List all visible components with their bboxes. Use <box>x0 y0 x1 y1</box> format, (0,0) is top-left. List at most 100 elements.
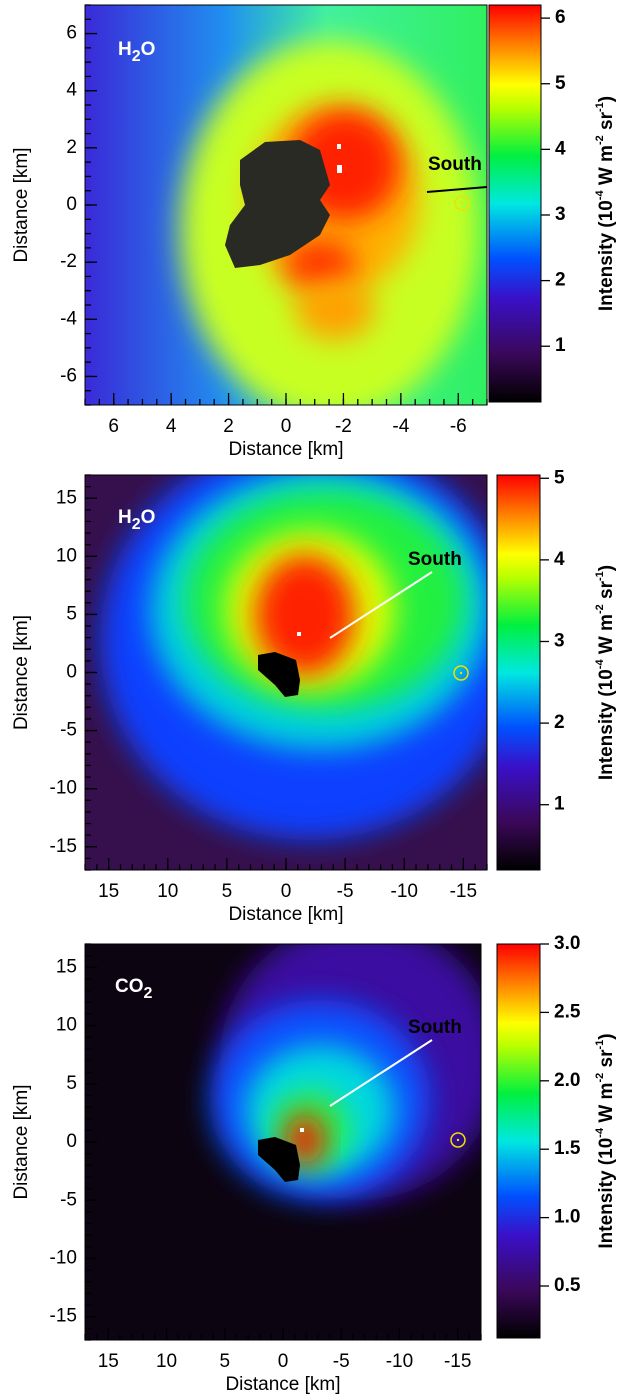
y-tick-label: 5 <box>66 603 77 624</box>
x-tick-label: 5 <box>222 881 233 902</box>
sun-dot <box>460 201 464 205</box>
title-part: 2 <box>132 516 141 533</box>
x-tick-label: -15 <box>444 1351 471 1372</box>
x-tick-label: -10 <box>386 1351 413 1372</box>
colorbar-label: Intensity (10-4 W m-2 sr-1) <box>594 96 617 311</box>
colorbar-label-part: -1 <box>594 102 606 112</box>
x-tick-label: -5 <box>333 1351 350 1372</box>
y-tick-label: 15 <box>56 956 77 977</box>
y-tick-label: -10 <box>50 778 77 799</box>
y-tick-label: 2 <box>66 137 77 158</box>
marker <box>337 165 342 173</box>
south-line <box>329 1039 433 1107</box>
colorbar-label-part: -1 <box>594 1040 606 1050</box>
annotation: South <box>408 549 462 570</box>
x-tick-label: -10 <box>391 881 418 902</box>
x-tick-label: -2 <box>335 416 352 437</box>
sun-symbol <box>453 665 469 681</box>
colorbar <box>496 474 541 871</box>
sun-dot <box>459 671 463 675</box>
x-tick-label: 0 <box>281 416 292 437</box>
colorbar-tick-label: 1.5 <box>554 1138 581 1159</box>
colorbar-tick-label: 3 <box>555 204 566 225</box>
x-tick-label: 10 <box>157 881 178 902</box>
x-tick-label: 0 <box>278 1351 289 1372</box>
colorbar-tick-label: 2 <box>555 270 566 291</box>
x-tick-label: -4 <box>392 416 409 437</box>
y-tick-label: 15 <box>56 487 77 508</box>
y-tick-label: 4 <box>66 80 77 101</box>
y-tick-label: -5 <box>60 720 77 741</box>
colorbar-label-part: -4 <box>594 190 606 201</box>
colorbar-tick-label: 2.5 <box>554 1001 581 1022</box>
intensity-map <box>85 944 481 1340</box>
y-axis-label: Distance [km] <box>11 615 32 730</box>
annotation: South <box>428 154 482 175</box>
y-tick-label: 5 <box>66 1073 77 1094</box>
colorbar-tick-label: 2 <box>554 712 565 733</box>
colorbar-tick-label: 3 <box>554 631 565 652</box>
emission-region <box>285 240 355 290</box>
title-part: O <box>141 507 156 528</box>
colorbar-tick-label: 6 <box>555 7 566 28</box>
marker <box>337 144 341 149</box>
y-axis-label: Distance [km] <box>11 147 32 262</box>
x-tick-label: 0 <box>281 881 292 902</box>
y-tick-label: 0 <box>66 194 77 215</box>
x-tick-label: 15 <box>98 1351 119 1372</box>
y-tick-label: -15 <box>50 1306 77 1327</box>
colorbar-tick-label: 2.0 <box>554 1070 580 1091</box>
x-tick-label: 15 <box>98 881 119 902</box>
colorbar-label: Intensity (10-4 W m-2 sr-1) <box>594 1033 617 1248</box>
colorbar-label-part: ) <box>596 96 617 102</box>
emission-region <box>295 280 375 340</box>
x-axis-label: Distance [km] <box>228 439 343 460</box>
sun-symbol <box>454 195 470 211</box>
colorbar-tick-label: 1.0 <box>554 1207 580 1228</box>
x-tick-label: 10 <box>156 1351 177 1372</box>
x-tick-label: 4 <box>166 416 177 437</box>
title-part: H <box>118 39 132 60</box>
colorbar-label-part: -2 <box>594 1073 606 1083</box>
y-tick-label: -6 <box>60 365 77 386</box>
title-part: 2 <box>132 48 141 65</box>
marker <box>297 632 301 636</box>
sun-dot <box>456 1138 460 1142</box>
comet-nucleus <box>258 652 300 697</box>
colorbar-label-part: W m <box>596 1083 617 1128</box>
colorbar-label-part: Intensity (10 <box>596 200 617 311</box>
south-line <box>329 571 433 639</box>
colorbar-label-part: -2 <box>594 135 606 145</box>
colorbar-label-part: ) <box>596 565 617 571</box>
sun-symbol <box>450 1132 466 1148</box>
y-tick-label: 10 <box>56 1015 77 1036</box>
colorbar-label: Intensity (10-4 W m-2 sr-1) <box>594 565 617 780</box>
y-tick-label: -5 <box>60 1189 77 1210</box>
annotation: South <box>408 1017 462 1038</box>
x-tick-label: -15 <box>450 881 477 902</box>
colorbar-label-part: -4 <box>594 659 606 670</box>
y-tick-label: 0 <box>66 662 77 683</box>
emission-region <box>255 555 355 675</box>
y-tick-label: 6 <box>66 23 77 44</box>
y-tick-label: -10 <box>50 1247 77 1268</box>
colorbar-label-part: -2 <box>594 604 606 614</box>
colorbar-label-part: W m <box>596 145 617 190</box>
colorbar-tick-label: 5 <box>554 467 565 488</box>
colorbar-tick-label: 3.0 <box>554 933 580 954</box>
colorbar-tick-label: 4 <box>554 549 565 570</box>
title-part: O <box>141 39 156 60</box>
x-tick-label: 6 <box>108 416 119 437</box>
colorbar-tick-label: 1 <box>555 335 566 356</box>
x-tick-label: 2 <box>223 416 234 437</box>
title-part: 2 <box>144 985 153 1002</box>
x-axis-label: Distance [km] <box>228 904 343 925</box>
x-tick-label: -6 <box>450 416 467 437</box>
colorbar-label-part: sr <box>596 580 617 604</box>
panel-title: H2O <box>118 507 155 533</box>
y-tick-label: -2 <box>60 251 77 272</box>
colorbar-label-part: -4 <box>594 1127 606 1138</box>
comet-nucleus <box>225 140 330 268</box>
intensity-map <box>85 475 487 870</box>
